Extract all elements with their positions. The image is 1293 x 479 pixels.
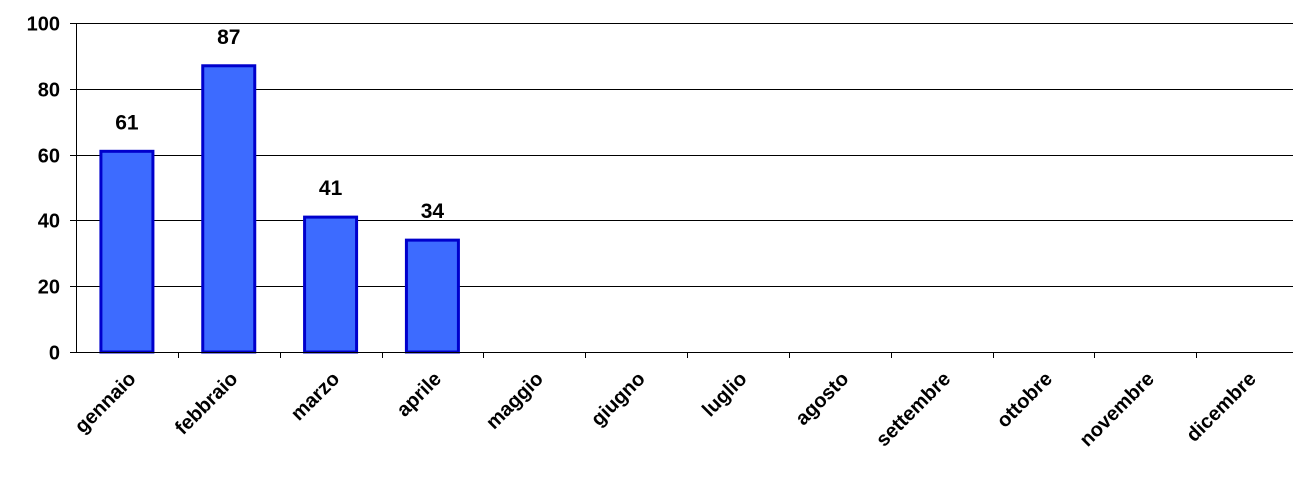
x-tick-label-maggio: maggio [482, 368, 548, 434]
y-tick-label: 0 [49, 343, 60, 365]
y-tick-label: 60 [38, 146, 60, 168]
data-label-aprile: 34 [421, 200, 445, 223]
x-tick-label-luglio: luglio [698, 368, 751, 421]
x-tick-labels: gennaio febbraio marzo aprile maggio giugno lu… [71, 368, 1261, 451]
axes [70, 23, 1293, 358]
y-tick-label: 80 [38, 80, 60, 102]
x-tick-label-ottobre: ottobre [993, 368, 1057, 432]
bars [99, 64, 460, 354]
bar-gennaio [99, 149, 155, 354]
gridlines [76, 23, 1293, 287]
x-tick-label-settembre: settembre [872, 368, 955, 451]
y-tick-label: 20 [38, 277, 60, 299]
data-label-marzo: 41 [319, 177, 343, 200]
data-label-gennaio: 61 [115, 111, 139, 134]
y-tick-label: 40 [38, 211, 60, 233]
data-label-febbraio: 87 [217, 26, 240, 49]
bar-febbraio [201, 64, 257, 354]
x-tick-label-aprile: aprile [393, 368, 446, 421]
x-tick-label-marzo: marzo [287, 368, 344, 425]
x-tick-label-agosto: agosto [791, 368, 853, 430]
y-tick-labels: 0 20 40 60 80 100 [27, 14, 60, 365]
bar-aprile [404, 238, 460, 354]
bar-marzo [303, 215, 359, 354]
x-tick-label-novembre: novembre [1076, 368, 1159, 451]
x-tick-label-giugno: giugno [587, 368, 650, 431]
x-tick-label-gennaio: gennaio [71, 368, 141, 438]
data-labels: 61 87 41 34 [115, 26, 444, 223]
x-tick-label-febbraio: febbraio [171, 368, 242, 439]
x-tick-label-dicembre: dicembre [1182, 368, 1260, 446]
y-tick-label: 100 [27, 14, 60, 36]
